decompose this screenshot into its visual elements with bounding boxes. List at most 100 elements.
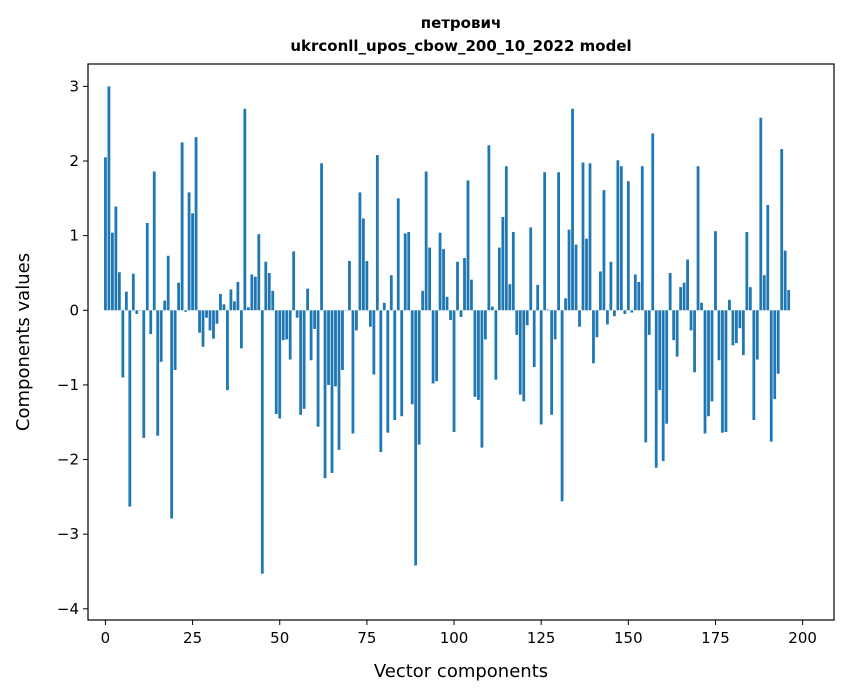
bar-2 [111, 233, 114, 311]
bar-61 [317, 310, 320, 426]
bar-65 [331, 310, 334, 473]
bar-6 [125, 292, 128, 311]
bar-93 [428, 248, 431, 311]
bar-169 [693, 310, 696, 372]
bar-83 [393, 310, 396, 420]
bar-146 [613, 310, 616, 316]
bar-79 [379, 310, 382, 452]
bar-53 [289, 310, 292, 359]
bar-124 [536, 285, 539, 310]
bar-18 [167, 256, 170, 310]
bars-group [104, 86, 790, 573]
bar-165 [679, 287, 682, 310]
bar-159 [658, 310, 661, 390]
bar-121 [526, 310, 529, 325]
bar-170 [697, 166, 700, 310]
x-tick-label: 150 [614, 629, 643, 647]
bar-20 [174, 310, 177, 370]
x-tick-label: 75 [357, 629, 376, 647]
x-axis-label: Vector components [374, 661, 548, 682]
bar-33 [219, 294, 222, 310]
bar-195 [784, 251, 787, 311]
bar-139 [589, 163, 592, 310]
bar-123 [533, 310, 536, 367]
bar-87 [407, 232, 410, 310]
bar-77 [372, 310, 375, 374]
bar-12 [146, 223, 149, 310]
y-tick-label: 3 [69, 77, 79, 95]
bar-11 [142, 310, 145, 438]
y-axis-label: Components values [13, 253, 34, 431]
bar-162 [669, 273, 672, 310]
bar-30 [209, 310, 212, 330]
bar-13 [149, 310, 152, 334]
bar-19 [170, 310, 173, 518]
x-tick-label: 200 [788, 629, 817, 647]
bar-174 [711, 310, 714, 401]
bar-175 [714, 231, 717, 310]
bar-160 [662, 310, 665, 461]
bar-27 [198, 310, 201, 332]
bar-78 [376, 155, 379, 310]
bar-132 [564, 298, 567, 310]
bar-82 [390, 275, 393, 310]
bar-52 [285, 310, 288, 339]
bar-92 [425, 171, 428, 310]
bar-76 [369, 310, 372, 326]
bar-126 [543, 172, 546, 310]
bar-158 [655, 310, 658, 467]
bar-180 [732, 310, 735, 345]
bar-184 [745, 232, 748, 310]
bar-189 [763, 275, 766, 310]
y-tick-label: 0 [69, 301, 79, 319]
bar-50 [278, 310, 281, 418]
bar-107 [477, 310, 480, 400]
bar-17 [163, 301, 166, 311]
bar-64 [327, 310, 330, 385]
bar-31 [212, 310, 215, 338]
bar-45 [261, 310, 264, 573]
y-tick-label: −3 [57, 525, 79, 543]
bar-110 [487, 145, 490, 310]
y-tick-label: 2 [69, 152, 79, 170]
bar-136 [578, 310, 581, 326]
bar-113 [498, 248, 501, 311]
x-tick-label: 100 [440, 629, 469, 647]
bar-84 [397, 198, 400, 310]
bar-104 [467, 180, 470, 310]
bar-59 [310, 310, 313, 360]
bar-120 [522, 310, 525, 401]
bar-150 [627, 181, 630, 310]
bar-156 [648, 310, 651, 335]
bar-164 [676, 310, 679, 356]
bar-157 [651, 133, 654, 310]
bar-16 [160, 310, 163, 362]
bar-155 [644, 310, 647, 442]
bar-145 [610, 262, 613, 311]
bar-4 [118, 272, 121, 310]
bar-140 [592, 310, 595, 363]
bar-111 [491, 307, 494, 311]
bar-91 [421, 291, 424, 310]
bar-75 [365, 261, 368, 310]
bar-22 [181, 142, 184, 310]
bar-68 [341, 310, 344, 370]
bar-28 [202, 310, 205, 347]
bar-89 [414, 310, 417, 565]
bar-49 [275, 310, 278, 414]
bar-51 [282, 310, 285, 340]
bar-90 [418, 310, 421, 444]
bar-48 [271, 291, 274, 310]
bar-129 [554, 310, 557, 339]
bar-163 [672, 310, 675, 340]
y-tick-label: −1 [57, 376, 79, 394]
bar-148 [620, 166, 623, 310]
bar-102 [460, 310, 463, 317]
bar-47 [268, 273, 271, 310]
bar-55 [296, 310, 299, 317]
bar-72 [355, 310, 358, 330]
bar-1 [108, 86, 111, 310]
bar-9 [135, 310, 138, 314]
bar-183 [742, 310, 745, 355]
bar-178 [725, 310, 728, 432]
